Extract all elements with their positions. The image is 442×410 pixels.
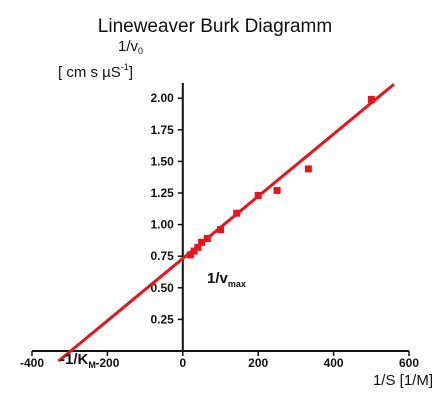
y-axis-unit-sup: -1 xyxy=(121,62,129,72)
regression-line-group xyxy=(57,83,395,363)
data-point xyxy=(304,165,312,173)
y-tick-label: 1.50 xyxy=(150,154,174,168)
y-axis-title-main: 1/v xyxy=(118,38,139,55)
svg-text:1/v0: 1/v0 xyxy=(118,38,143,56)
y-axis-unit-main: [ cm s µS xyxy=(58,64,121,81)
data-point xyxy=(233,209,241,217)
x-tick-label: 0 xyxy=(179,356,186,370)
data-points xyxy=(186,95,375,259)
data-point xyxy=(367,95,375,103)
svg-text:[ cm s µS-1]: [ cm s µS-1] xyxy=(58,62,133,81)
y-tick-label: 1.25 xyxy=(150,186,174,200)
x-tick-label: 400 xyxy=(324,356,344,370)
y-tick-label: 0.50 xyxy=(150,281,174,295)
data-point xyxy=(190,247,198,255)
y-tick-label: 0.75 xyxy=(150,249,174,263)
y-axis-title-sub: 0 xyxy=(138,46,143,56)
y-tick-label: 0.25 xyxy=(150,312,174,326)
data-point xyxy=(198,238,206,246)
km-annotation: -1/KM xyxy=(60,351,96,370)
y-tick-label: 2.00 xyxy=(150,91,174,105)
axes: -400 -200 0 200 400 600 0.25 0.50 0.75 1.00 1.25 1.… xyxy=(20,83,419,370)
x-axis-title: 1/S [1/M] xyxy=(373,372,433,389)
data-point xyxy=(273,186,281,194)
vmax-annotation: 1/vmax xyxy=(207,270,246,289)
data-point xyxy=(254,192,262,200)
data-point xyxy=(217,226,224,234)
chart-title: Lineweaver Burk Diagramm xyxy=(98,16,332,37)
regression-line xyxy=(57,83,395,363)
x-tick-label: 600 xyxy=(399,356,419,370)
x-tick-label: -400 xyxy=(20,356,44,370)
data-point xyxy=(194,243,202,251)
y-axis-unit-end: ] xyxy=(129,64,133,81)
y-tick-label: 1.00 xyxy=(150,218,174,232)
y-axis-title: 1/v0 [ cm s µS-1] xyxy=(58,38,143,81)
data-point xyxy=(203,234,211,242)
x-tick-label: 200 xyxy=(248,356,268,370)
y-tick-label: 1.75 xyxy=(150,123,174,137)
data-point xyxy=(186,251,194,259)
x-tick-label: -200 xyxy=(95,356,119,370)
